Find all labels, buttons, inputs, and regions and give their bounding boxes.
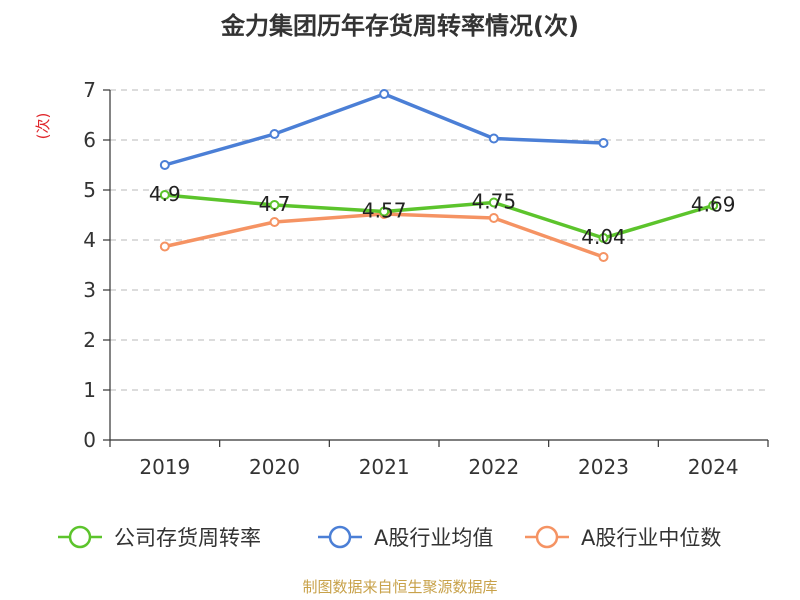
data-point-0-2024 [708, 200, 719, 211]
legend-swatch-circle [535, 525, 559, 549]
y-tick-label: 3 [83, 278, 96, 302]
data-point-1-2019 [159, 160, 170, 170]
data-label-2019: 4.9 [149, 182, 181, 206]
data-point-0-2021 [379, 206, 390, 217]
series-line-0 [163, 193, 715, 240]
x-tick-label-2019: 2019 [139, 455, 190, 479]
y-tick-label: 6 [83, 128, 96, 152]
data-point-0-2019 [159, 190, 170, 200]
y-axis-unit-label: (次) [34, 113, 52, 140]
data-point-0-2022 [488, 197, 499, 208]
x-tick-label-2020: 2020 [249, 455, 300, 479]
data-labels: 4.9 4.7 4.57 4.75 4.04 4.69 [149, 182, 736, 249]
x-tick-label-2022: 2022 [468, 455, 519, 479]
data-label-2024: 4.69 [691, 193, 736, 217]
data-point-0-2020 [269, 200, 280, 210]
y-tick-label: 5 [83, 178, 96, 202]
y-tick-label: 0 [83, 428, 96, 452]
data-point-1-2020 [269, 129, 280, 139]
series-line-1 [163, 92, 606, 167]
data-point-1-2023 [598, 138, 609, 148]
data-point-1-2022 [488, 133, 499, 144]
data-point-2-2022 [488, 213, 499, 223]
data-point-2-2019 [159, 241, 170, 252]
legend-swatch-circle [68, 525, 92, 549]
data-point-1-2021 [379, 89, 390, 99]
source-note: 制图数据来自恒生聚源数据库 [302, 578, 497, 596]
y-tick-label: 4 [83, 228, 96, 252]
axes: 0 1 2 3 4 5 6 7 2019 2020 2021 2022 2023 2024 [83, 78, 769, 479]
data-label-2020: 4.7 [259, 192, 291, 216]
gridlines [110, 89, 768, 391]
data-point-2-2020 [269, 217, 280, 227]
series-lines [159, 89, 719, 262]
data-point-0-2023 [598, 233, 609, 243]
data-label-2021: 4.57 [362, 199, 407, 223]
legend-item-2[interactable]: A股行业中位数 [525, 525, 721, 550]
x-tick-label-2023: 2023 [578, 455, 629, 479]
y-tick-label: 7 [83, 78, 96, 102]
data-label-2023: 4.04 [581, 225, 626, 249]
legend-label: A股行业中位数 [581, 526, 721, 550]
legend-label: A股行业均值 [374, 526, 493, 550]
y-tick-label: 1 [83, 378, 96, 402]
chart-title: 金力集团历年存货周转率情况(次) [220, 12, 579, 40]
legend-label: 公司存货周转率 [114, 526, 261, 550]
y-tick-label: 2 [83, 328, 96, 352]
x-tick-label-2021: 2021 [359, 455, 410, 479]
data-label-2022: 4.75 [472, 190, 517, 214]
legend-item-1[interactable]: A股行业均值 [318, 525, 493, 550]
legend[interactable]: 公司存货周转率 A股行业均值 A股行业中位数 [58, 525, 721, 550]
x-tick-label-2024: 2024 [688, 455, 739, 479]
legend-item-0[interactable]: 公司存货周转率 [58, 525, 261, 550]
legend-swatch-circle [328, 525, 352, 549]
data-point-2-2023 [598, 252, 609, 262]
